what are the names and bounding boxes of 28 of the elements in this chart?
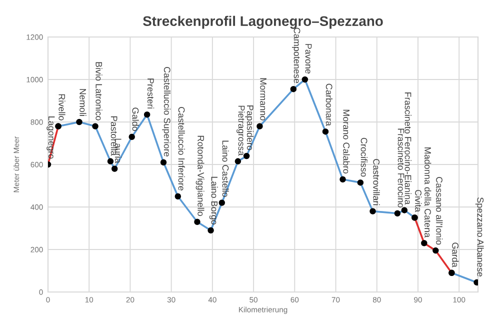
annotation: Lagonegro bbox=[46, 116, 55, 159]
annotation: Rotonda-Viggianello bbox=[196, 136, 204, 216]
annotation: Morano Calabro bbox=[343, 110, 350, 174]
annotation: Frascineto Ferocino bbox=[398, 128, 404, 208]
annotation: Civita bbox=[415, 190, 422, 212]
annotation: Castrovillari bbox=[373, 159, 380, 206]
annotation: Crocifisso bbox=[360, 138, 368, 177]
annotation: Madonna della Catena bbox=[424, 147, 432, 238]
annotation: Presteri bbox=[147, 78, 154, 108]
chart-title: Streckenprofil Lagonegro–Spezzano bbox=[143, 16, 383, 29]
annotation: Mormanno bbox=[260, 78, 266, 120]
annotation: Papasidero bbox=[245, 106, 254, 150]
annotation: Pietragrossa bbox=[236, 106, 245, 156]
annotation: Castelluccio Superiore bbox=[162, 66, 171, 156]
annotation: Garda bbox=[452, 242, 459, 268]
annotation: Rivello bbox=[58, 94, 66, 120]
annotation: Galdo bbox=[132, 108, 139, 131]
annotation: Pavone bbox=[305, 44, 312, 74]
annotation: Spezzano Albanese bbox=[475, 197, 484, 276]
annotation: Laino Castello bbox=[222, 140, 229, 197]
annotation: Laino Borgo bbox=[209, 176, 218, 224]
annotation: Bivio Latronico bbox=[96, 62, 102, 120]
annotation: Cassano all'Ionio bbox=[436, 177, 443, 245]
annotation: Campotenese bbox=[292, 28, 300, 84]
annotation: Nemoli bbox=[80, 89, 86, 116]
annotation: Carbonara bbox=[326, 84, 333, 126]
annotation: Castelluccio Inferiore bbox=[178, 106, 185, 190]
annotation: Frascineto Ferocino-Eianina bbox=[404, 92, 412, 205]
